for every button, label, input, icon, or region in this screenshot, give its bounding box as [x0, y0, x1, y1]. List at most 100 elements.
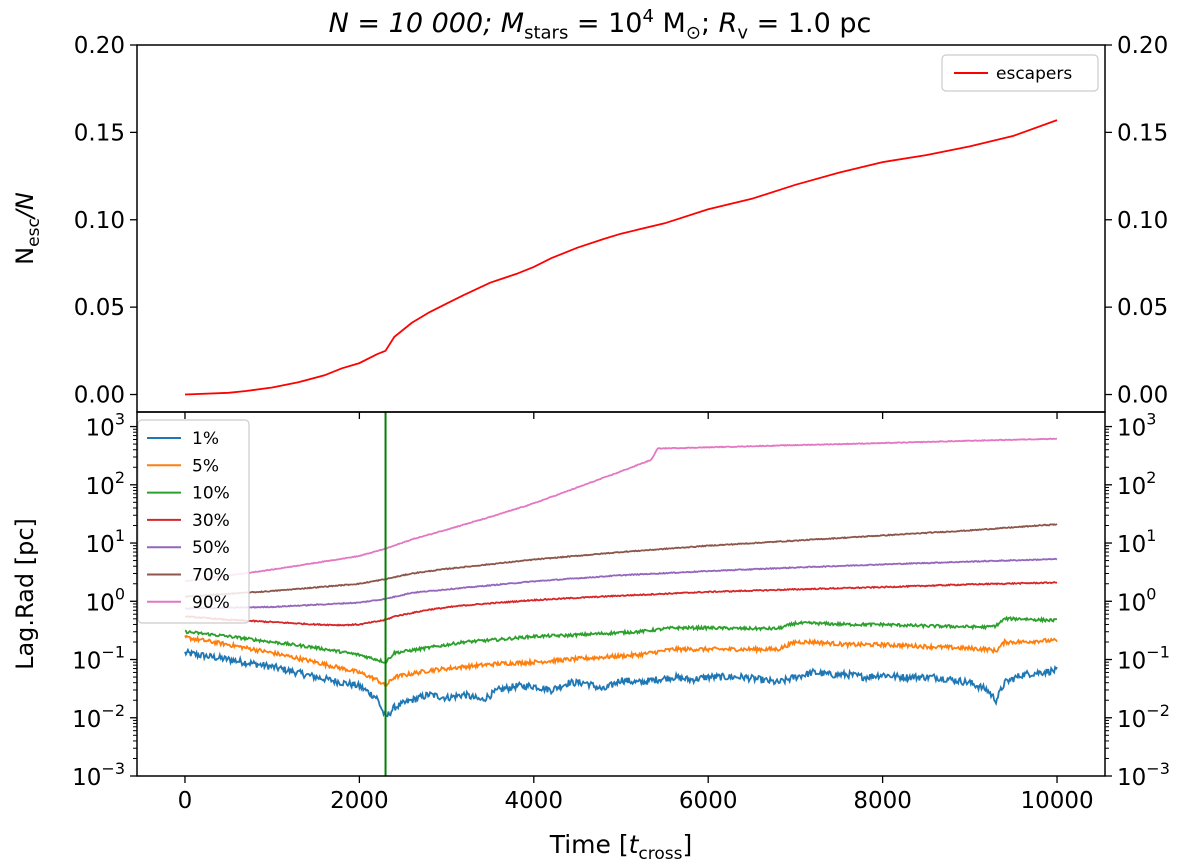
- ytick-exp: 2: [115, 468, 125, 487]
- ytick-base: 10: [1117, 707, 1146, 733]
- ytick-base: 10: [1117, 649, 1146, 675]
- title-m-sub: stars: [524, 22, 569, 44]
- ytick-exp: 3: [1146, 410, 1156, 429]
- top-ytick-label-right: 0.10: [1117, 208, 1168, 234]
- ytick-exp: −3: [101, 759, 125, 778]
- ytick-exp: −2: [101, 701, 125, 720]
- title-r-symbol: R: [718, 8, 738, 39]
- top-ytick-label-left: 0.20: [74, 33, 125, 59]
- bottom-ytick-label-right: 101: [1117, 526, 1156, 558]
- lagrad-line-5pct: [184, 634, 1058, 688]
- ytick-base: 10: [1117, 765, 1146, 791]
- ytick-base: 10: [86, 416, 115, 442]
- bottom-axes-frame: [136, 411, 1106, 777]
- bottom-xtick-label: 2000: [330, 788, 389, 814]
- ytick-exp: −1: [101, 643, 125, 662]
- title-m-sun: ⊙: [685, 22, 701, 44]
- title-m-exp: 4: [642, 6, 654, 27]
- bottom-ytick-label-right: 102: [1117, 468, 1156, 500]
- bottom-ytick-label-left: 101: [86, 526, 125, 558]
- ytick-base: 10: [1117, 416, 1146, 442]
- title-sep: ;: [700, 8, 719, 39]
- ytick-exp: 0: [115, 584, 125, 603]
- title-n-part: N = 10 000;: [328, 8, 501, 39]
- ytick-base: 10: [1117, 474, 1146, 500]
- top-ytick-label-left: 0.05: [74, 295, 125, 321]
- title-m-unit: M: [653, 8, 686, 39]
- lagrad-line-90pct: [184, 437, 1058, 583]
- ytick-base: 10: [86, 532, 115, 558]
- bottom-ytick-label-left: 103: [86, 410, 125, 442]
- bottom-xtick-label: 10000: [1020, 788, 1093, 814]
- bottom-ylabel: Lag.Rad [pc]: [11, 518, 39, 670]
- top-ytick-label-right: 0.05: [1117, 295, 1168, 321]
- legend-label-10pct: 10%: [192, 484, 230, 504]
- xlabel-var: t: [629, 830, 640, 859]
- ytick-exp: 0: [1146, 584, 1156, 603]
- escapers-line: [184, 119, 1058, 396]
- bottom-ytick-label-right: 10−2: [1117, 701, 1170, 733]
- bottom-ytick-label-right: 10−1: [1117, 643, 1170, 675]
- title-m-eq: = 10: [568, 8, 643, 39]
- bottom-ytick-label-left: 100: [86, 584, 125, 616]
- lagrad-line-30pct: [184, 580, 1058, 627]
- ytick-base: 10: [72, 707, 101, 733]
- title-m-symbol: M: [500, 8, 525, 39]
- lagrad-line-10pct: [184, 615, 1058, 664]
- top-ytick-label-right: 0.20: [1117, 33, 1168, 59]
- ytick-exp: 1: [1146, 526, 1156, 545]
- ytick-exp: 2: [1146, 468, 1156, 487]
- bottom-xtick-label: 0: [178, 788, 193, 814]
- bottom-xtick-label: 8000: [853, 788, 912, 814]
- lagrad-line-1pct: [184, 647, 1058, 718]
- bottom-ytick-label-left: 10−2: [72, 701, 125, 733]
- top-ytick-label-right: 0.00: [1117, 383, 1168, 409]
- lagrad-line-70pct: [184, 523, 1058, 598]
- ytick-exp: −1: [1146, 643, 1170, 662]
- top-ylabel-main: N: [11, 247, 39, 265]
- bottom-xtick-label: 6000: [679, 788, 738, 814]
- xlabel-sub: cross: [638, 844, 682, 860]
- top-ylabel: Nesc/N: [11, 192, 44, 265]
- bottom-ytick-label-right: 103: [1117, 410, 1156, 442]
- chart-title: N = 10 000; Mstars = 104 M⊙; Rv = 1.0 pc: [0, 6, 1200, 43]
- legend-label-70pct: 70%: [192, 566, 230, 586]
- legend-label-5pct: 5%: [192, 456, 219, 476]
- title-r-sub: v: [737, 22, 749, 44]
- bottom-ytick-label-left: 102: [86, 468, 125, 500]
- ytick-exp: −3: [1146, 759, 1170, 778]
- top-ytick-label-left: 0.00: [74, 383, 125, 409]
- ytick-base: 10: [1117, 590, 1146, 616]
- top-legend-box: [941, 54, 1099, 92]
- xlabel-end: ]: [683, 830, 693, 859]
- ytick-base: 10: [1117, 532, 1146, 558]
- ytick-exp: 1: [115, 526, 125, 545]
- ytick-base: 10: [86, 474, 115, 500]
- bottom-legend-box: [137, 419, 250, 624]
- top-ylabel-rest: /N: [11, 192, 39, 220]
- ytick-exp: −2: [1146, 701, 1170, 720]
- top-ytick-label-left: 0.15: [74, 120, 125, 146]
- legend-label-escapers: escapers: [996, 64, 1072, 84]
- ytick-base: 10: [86, 590, 115, 616]
- top-ytick-label-right: 0.15: [1117, 120, 1168, 146]
- bottom-xlabel: Time [tcross]: [549, 830, 693, 860]
- legend-label-30pct: 30%: [192, 511, 230, 531]
- bottom-ytick-label-left: 10−1: [72, 643, 125, 675]
- xlabel-main: Time [: [549, 830, 629, 859]
- bottom-ytick-label-right: 100: [1117, 584, 1156, 616]
- legend-label-50pct: 50%: [192, 538, 230, 558]
- top-axes-frame: [136, 44, 1106, 413]
- bottom-xtick-label: 4000: [505, 788, 564, 814]
- top-ytick-label-left: 0.10: [74, 208, 125, 234]
- lagrad-line-50pct: [184, 557, 1058, 610]
- ytick-base: 10: [72, 649, 101, 675]
- legend-label-1pct: 1%: [192, 429, 219, 449]
- bottom-ytick-label-left: 10−3: [72, 759, 125, 791]
- bottom-ytick-label-right: 10−3: [1117, 759, 1170, 791]
- title-r-value: = 1.0 pc: [748, 8, 872, 39]
- ytick-exp: 3: [115, 410, 125, 429]
- ytick-base: 10: [72, 765, 101, 791]
- top-ylabel-sub: esc: [24, 218, 44, 247]
